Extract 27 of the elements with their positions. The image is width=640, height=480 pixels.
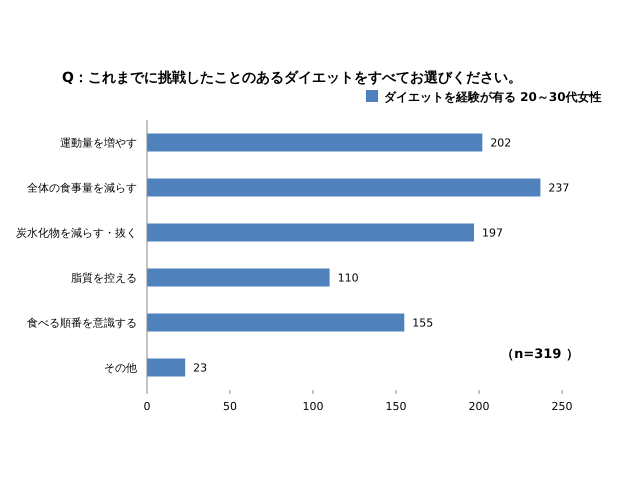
- data-label: 23: [193, 362, 208, 374]
- bar: [147, 178, 540, 196]
- y-tick-label: 炭水化物を減らす・抜く: [16, 226, 137, 240]
- data-label: 110: [338, 272, 359, 284]
- bar: [147, 314, 404, 332]
- chart-title: Q：これまでに挑戦したことのあるダイエットをすべてお選びください。: [62, 70, 522, 86]
- x-tick-label: 200: [468, 400, 490, 413]
- y-tick-label: 全体の食事量を減らす: [27, 182, 137, 194]
- legend-label: ダイエットを経験が有る 20～30代女性: [384, 90, 602, 104]
- bar: [147, 268, 330, 286]
- bar: [147, 358, 186, 376]
- bar: [147, 224, 474, 242]
- y-tick-label: 食べる順番を意識する: [27, 316, 137, 330]
- x-tick-label: 150: [386, 400, 406, 413]
- x-tick-label: 250: [552, 400, 572, 413]
- data-label: 197: [482, 226, 504, 240]
- data-label: 237: [548, 182, 570, 194]
- x-tick-label: 50: [223, 400, 237, 413]
- y-tick-label: 脂質を控える: [71, 272, 137, 284]
- y-tick-label: 運動量を増やす: [60, 136, 137, 150]
- y-tick-label: その他: [104, 362, 137, 374]
- bar: [147, 134, 482, 152]
- x-tick-label: 100: [302, 400, 324, 413]
- x-tick-label: 0: [144, 400, 150, 413]
- data-label: 202: [490, 136, 512, 150]
- data-label: 155: [412, 316, 434, 330]
- annotation: （n=319 ）: [501, 347, 579, 362]
